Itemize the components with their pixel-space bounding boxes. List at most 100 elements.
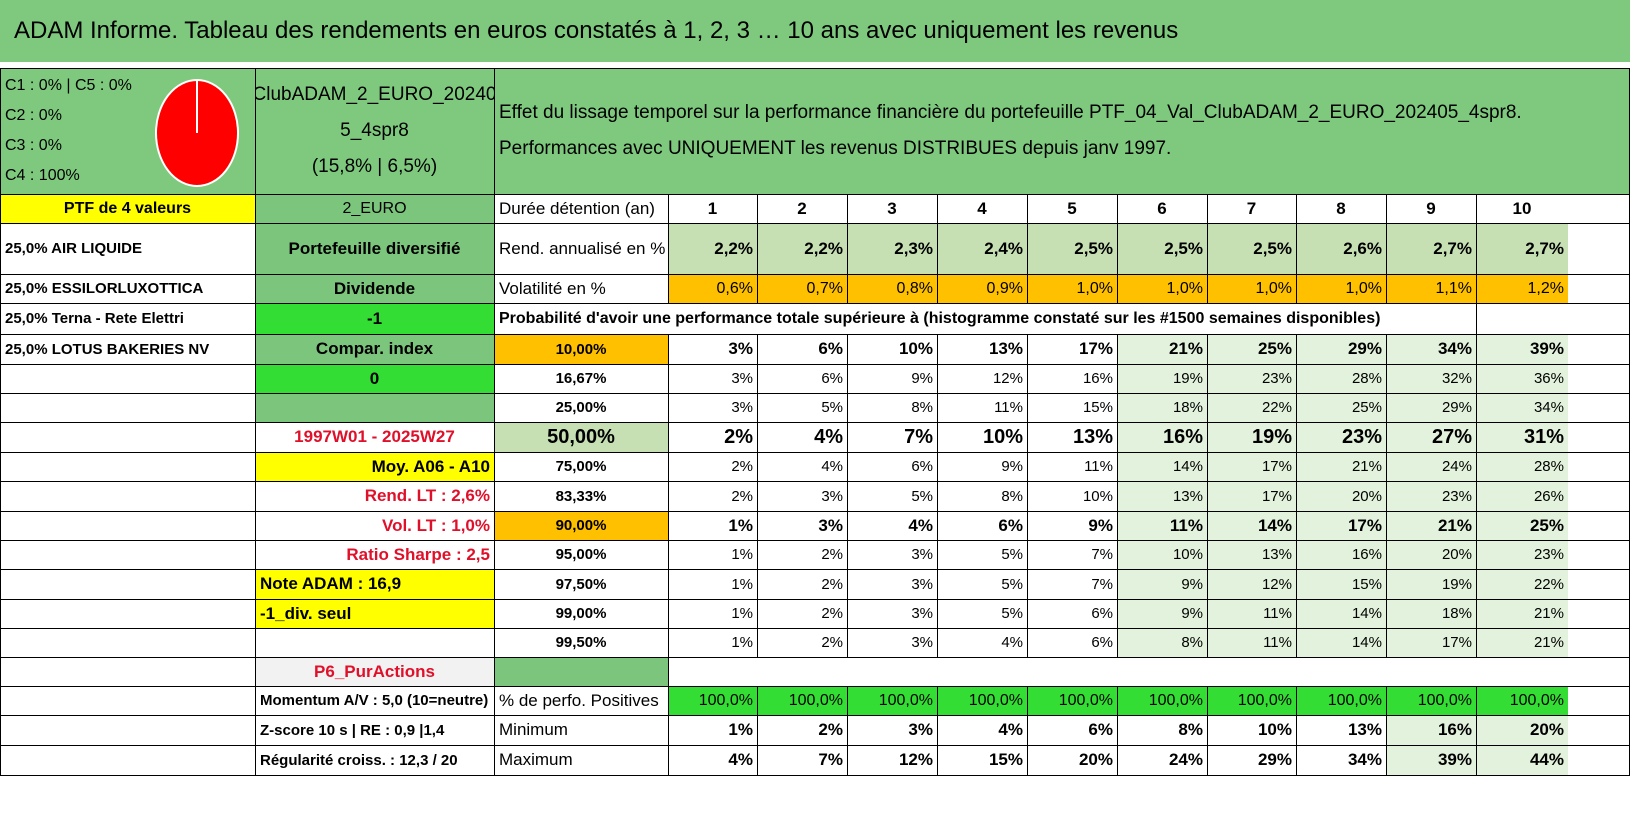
description-line: Effet du lissage temporel sur la perform…: [499, 102, 1522, 123]
portfolio-name: ClubADAM_2_EURO_20240 5_4spr8 (15,8% | 6,5…: [255, 68, 494, 194]
pos-value: 100,0%: [668, 686, 757, 715]
proba-value: 11%: [1207, 599, 1296, 628]
z-score: Z-score 10 s | RE : 0,9 |1,4: [260, 721, 445, 739]
holding-row: 25,0% ESSILORLUXOTTICA: [5, 280, 204, 297]
proba-value: 9%: [1117, 599, 1207, 628]
proba-value: 7%: [1091, 575, 1113, 593]
currency-tag: 2_EURO: [255, 194, 494, 223]
pos-value: 100,0%: [1117, 686, 1207, 715]
vol-value: 1,0%: [1117, 274, 1207, 303]
grid-line: [937, 334, 938, 657]
proba-value: 13%: [1207, 540, 1296, 569]
grid-line: [0, 686, 1630, 687]
grid-line: [847, 194, 848, 303]
grid-line: [668, 194, 669, 303]
rend-value: 2,7%: [1476, 223, 1568, 274]
pos-value: 100,0%: [1207, 686, 1296, 715]
proba-value: 10%: [898, 339, 933, 358]
proba-value: 8%: [1117, 628, 1207, 657]
proba-value: 1%: [731, 546, 753, 563]
grid-line: [1296, 686, 1297, 775]
proba-value: 10%: [1082, 487, 1113, 505]
proba-value: 11%: [1207, 628, 1296, 657]
proba-value: 3%: [731, 370, 753, 387]
year-header: 8: [1336, 198, 1346, 218]
proba-value: 27%: [1386, 422, 1476, 452]
proba-value: 11%: [994, 399, 1023, 416]
proba-value: 11%: [1117, 511, 1207, 540]
portfolio-type: Portefeuille diversifié: [255, 223, 494, 274]
proba-value: 29%: [1386, 393, 1476, 422]
proba-value: 25%: [1296, 393, 1386, 422]
min-value: 3%: [908, 720, 933, 739]
proba-value: 19%: [1386, 569, 1476, 599]
max-value: 34%: [1347, 750, 1382, 769]
portfolio-name-line: ClubADAM_2_EURO_20240: [255, 84, 494, 105]
grid-line: [0, 775, 1630, 776]
vol-value: 1,0%: [1027, 274, 1117, 303]
proba-value: 17%: [1207, 481, 1296, 511]
proba-value: 12%: [1207, 569, 1296, 599]
portfolio-name-line: 5_4spr8: [340, 120, 409, 141]
grid-line: [0, 657, 1630, 658]
max-value: 29%: [1257, 750, 1292, 769]
proba-value: 14%: [1296, 628, 1386, 657]
grid-line: [1296, 194, 1297, 303]
rend-value: 2,7%: [1386, 223, 1476, 274]
proba-value: 3%: [821, 487, 843, 505]
threshold-label: 83,33%: [555, 487, 607, 505]
portfolio-count: PTF de 4 valeurs: [0, 194, 255, 223]
pos-value: 100,0%: [937, 686, 1027, 715]
max-value: 12%: [898, 750, 933, 769]
proba-value: 19%: [1207, 422, 1296, 452]
proba-value: 6%: [821, 370, 843, 387]
threshold-label: 90,00%: [494, 511, 668, 540]
proba-value: 34%: [1386, 334, 1476, 364]
threshold-label: 75,00%: [555, 458, 607, 475]
compar-index-label: Compar. index: [255, 334, 494, 364]
min-value: 4%: [998, 720, 1023, 739]
index-value: -1: [255, 303, 494, 334]
rend-value: 2,5%: [1117, 223, 1207, 274]
proba-value: 20%: [1386, 540, 1476, 569]
description-line: Performances avec UNIQUEMENT les revenus…: [499, 138, 1172, 159]
grid-line: [1027, 686, 1028, 775]
pos-value: 100,0%: [757, 686, 847, 715]
proba-value: 13%: [1117, 481, 1207, 511]
grid-line: [0, 511, 1630, 512]
period-range: 1997W01 - 2025W27: [294, 427, 455, 446]
vol-value: 0,6%: [668, 274, 757, 303]
grid-line: [1476, 194, 1477, 303]
max-value: 24%: [1168, 750, 1203, 769]
proba-value: 11%: [1084, 458, 1113, 475]
min-label: Minimum: [499, 720, 568, 739]
proba-value: 21%: [1476, 599, 1568, 628]
allocation-line: C3 : 0%: [5, 137, 62, 154]
proba-value: 17%: [1386, 628, 1476, 657]
grid-line: [1386, 194, 1387, 303]
proba-value: 28%: [1476, 452, 1568, 481]
proba-value: 6%: [911, 458, 933, 475]
pos-value: 100,0%: [1386, 686, 1476, 715]
max-label: Maximum: [499, 750, 573, 769]
regularite: Régularité croiss. : 12,3 / 20: [260, 751, 458, 769]
year-header: 1: [707, 198, 718, 218]
proba-value: 34%: [1476, 393, 1568, 422]
proba-value: 31%: [1476, 422, 1568, 452]
rend-lt: Rend. LT : 2,6%: [364, 486, 490, 505]
proba-value: 25%: [1476, 511, 1568, 540]
proba-value: 6%: [818, 339, 843, 358]
vol-value: 0,8%: [847, 274, 937, 303]
proba-value: 4%: [821, 458, 843, 475]
grid-line: [1117, 194, 1118, 303]
rend-value: 2,2%: [668, 223, 757, 274]
proba-value: 1%: [728, 515, 753, 535]
proba-value: 10%: [982, 425, 1023, 448]
year-header: 9: [1426, 198, 1436, 218]
min-value: 6%: [1088, 720, 1113, 739]
pos-value: 100,0%: [847, 686, 937, 715]
grid-line: [0, 540, 1630, 541]
vol-value: 1,0%: [1207, 274, 1296, 303]
grid-line: [0, 68, 1, 775]
